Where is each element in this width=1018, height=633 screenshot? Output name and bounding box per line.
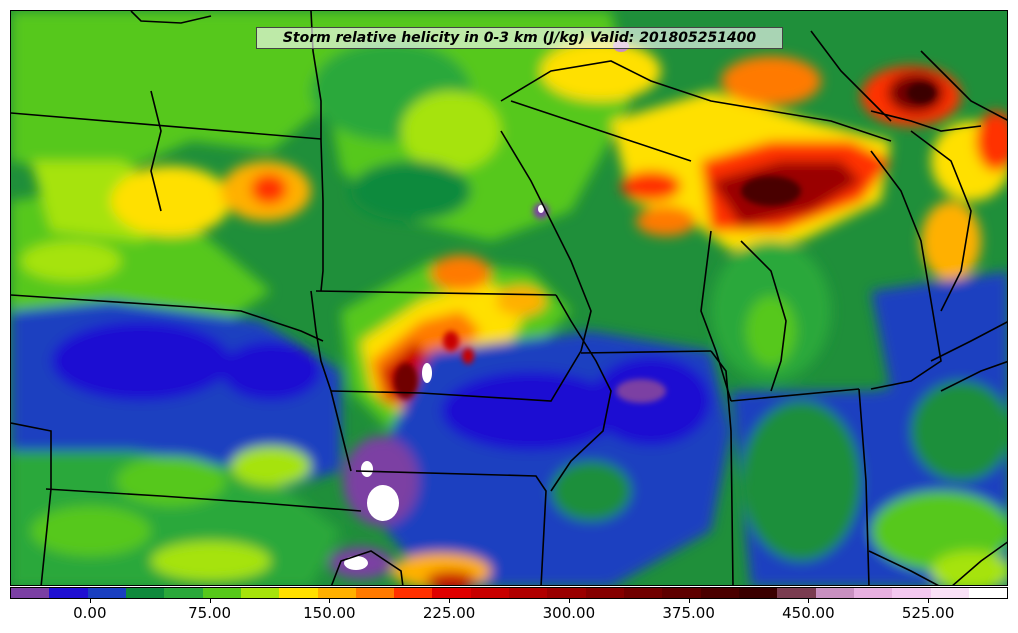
colorbar-segment bbox=[815, 588, 854, 598]
colorbar-tick-label: 300.00 bbox=[542, 604, 596, 622]
colorbar-tick bbox=[449, 599, 451, 603]
colorbar-segment bbox=[240, 588, 280, 598]
colorbar-segment bbox=[279, 588, 318, 598]
colorbar-tick bbox=[568, 599, 570, 603]
colorbar-tick-label: 525.00 bbox=[901, 604, 955, 622]
colorbar-segment bbox=[87, 588, 126, 598]
colorbar-segment bbox=[11, 588, 50, 598]
map-panel: Storm relative helicity in 0-3 km (J/kg)… bbox=[10, 10, 1008, 586]
colorbar-segment bbox=[892, 588, 931, 598]
colorbar-segment bbox=[662, 588, 701, 598]
colorbar-segment bbox=[432, 588, 471, 598]
colorbar-segment bbox=[509, 588, 548, 598]
colorbar-tick-label: 375.00 bbox=[662, 604, 715, 622]
colorbar-tick-label: 0.00 bbox=[73, 604, 107, 622]
colorbar-segment bbox=[700, 588, 739, 598]
colorbar-tick-label: 75.00 bbox=[188, 604, 232, 622]
colorbar-segment bbox=[470, 588, 510, 598]
colorbar-tick bbox=[209, 599, 211, 603]
state-borders bbox=[11, 11, 1007, 585]
colorbar-segment bbox=[164, 588, 203, 598]
colorbar-segment bbox=[853, 588, 893, 598]
colorbar-segment bbox=[317, 588, 356, 598]
storm-cores bbox=[394, 83, 935, 403]
colorbar-segment bbox=[125, 588, 165, 598]
colorbar-segment bbox=[968, 588, 1008, 598]
colorbar-segment bbox=[777, 588, 816, 598]
colorbar-segment bbox=[930, 588, 969, 598]
colorbar-tick bbox=[329, 599, 331, 603]
map-title: Storm relative helicity in 0-3 km (J/kg)… bbox=[256, 27, 783, 49]
colorbar-segment bbox=[49, 588, 88, 598]
colorbar-tick-label: 450.00 bbox=[782, 604, 835, 622]
colorbar bbox=[10, 587, 1008, 599]
colorbar-segment bbox=[624, 588, 663, 598]
colorbar-segment bbox=[394, 588, 433, 598]
colorbar-tick-label: 225.00 bbox=[422, 604, 476, 622]
helicity-map bbox=[11, 11, 1007, 585]
colorbar-segment bbox=[202, 588, 241, 598]
colorbar-tick-label: 150.00 bbox=[303, 604, 356, 622]
colorbar-segment bbox=[355, 588, 395, 598]
colorbar-tick bbox=[688, 599, 690, 603]
colorbar-segment bbox=[547, 588, 586, 598]
colorbar-segment bbox=[738, 588, 778, 598]
colorbar-segment bbox=[585, 588, 624, 598]
colorbar-tick bbox=[808, 599, 810, 603]
colorbar-tick bbox=[928, 599, 930, 603]
colorbar-ticks: 0.00 75.00 150.00 225.00 300.00 375.00 450.00 5… bbox=[10, 599, 1008, 629]
colorbar-tick bbox=[89, 599, 91, 603]
